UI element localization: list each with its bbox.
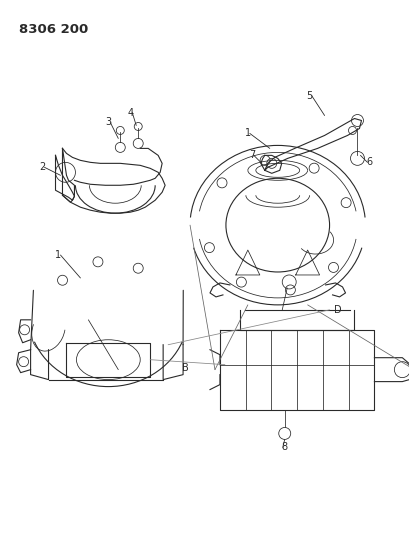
Text: 8306 200: 8306 200 xyxy=(18,23,88,36)
Text: B: B xyxy=(181,362,188,373)
Text: 4: 4 xyxy=(127,108,133,117)
Text: 2: 2 xyxy=(39,163,45,172)
Text: 5: 5 xyxy=(306,91,312,101)
Text: 6: 6 xyxy=(366,157,372,167)
Text: D: D xyxy=(333,305,341,315)
Text: 3: 3 xyxy=(105,117,111,127)
Text: 1: 1 xyxy=(244,128,250,139)
Text: 1: 1 xyxy=(55,250,61,260)
Text: 7: 7 xyxy=(248,150,254,160)
Text: 8: 8 xyxy=(281,442,287,453)
